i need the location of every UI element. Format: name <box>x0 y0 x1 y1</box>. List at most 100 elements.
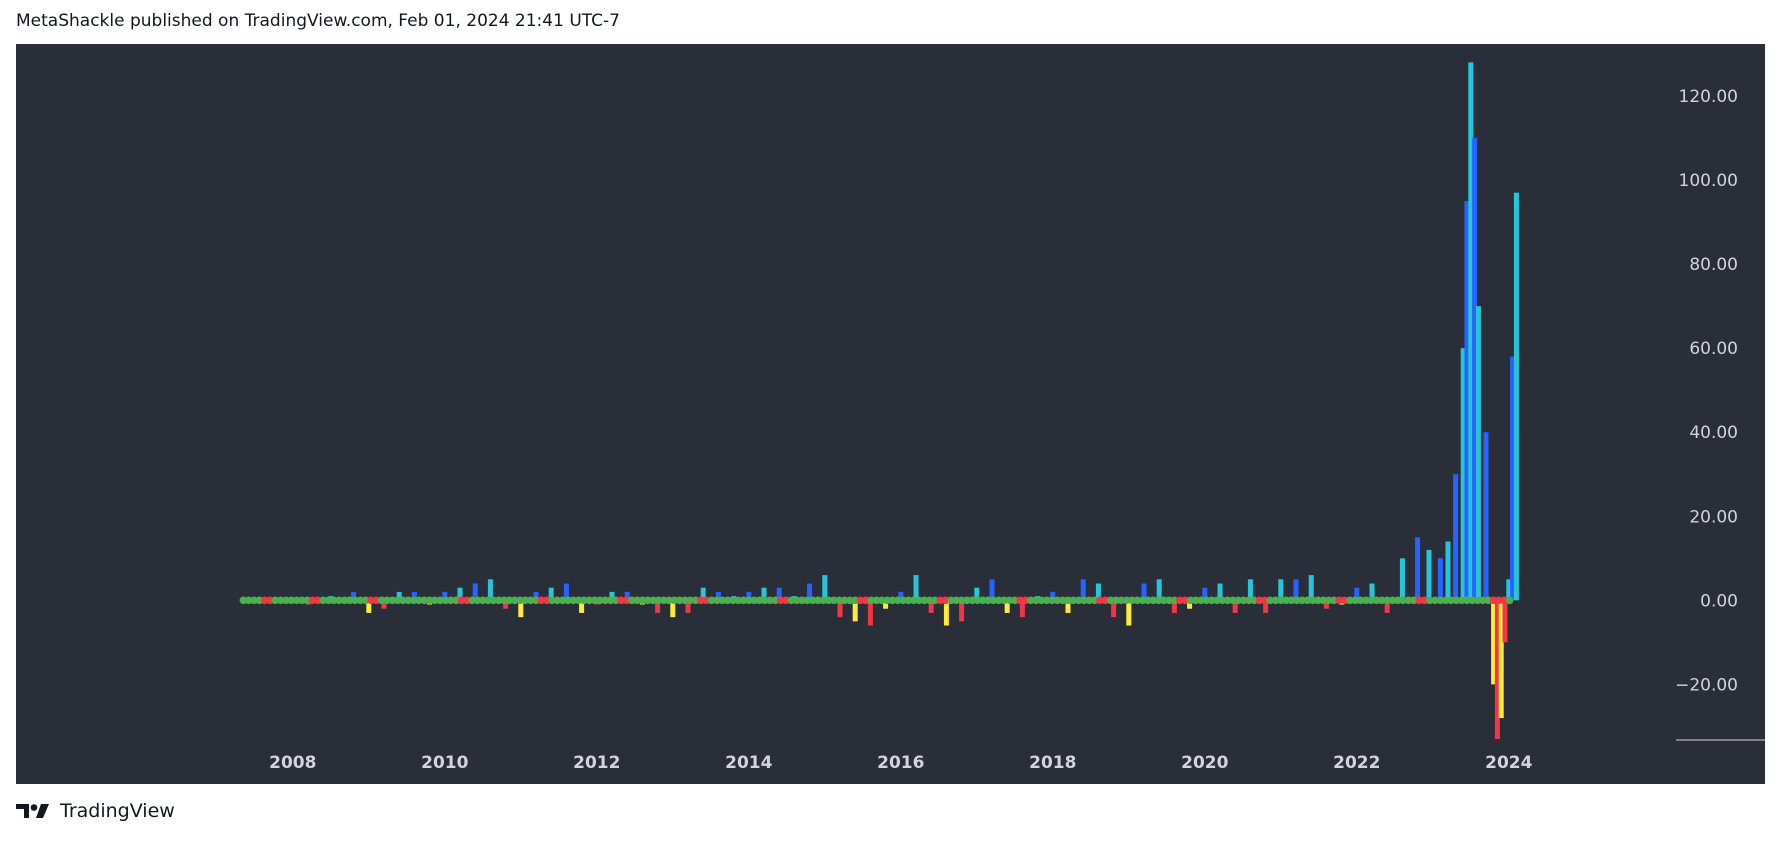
zero-line-dot <box>729 596 737 605</box>
zero-line-dot <box>1138 596 1147 605</box>
zero-line-dot <box>1186 596 1195 605</box>
zero-line-dot <box>377 596 386 605</box>
zero-line-dot <box>856 596 865 605</box>
zero-line-dot <box>308 596 317 605</box>
zero-line-dot <box>792 596 801 605</box>
histogram-bar <box>1498 600 1504 718</box>
x-tick-label: 2024 <box>1485 753 1532 773</box>
zero-line-dot <box>702 596 711 605</box>
histogram-bar <box>1369 583 1375 601</box>
histogram-bar <box>472 583 478 601</box>
zero-line-dot <box>346 596 354 605</box>
histogram-bar <box>411 591 417 601</box>
histogram-bar <box>1263 600 1269 613</box>
zero-line-dot <box>878 596 886 605</box>
zero-line-dot <box>803 596 812 605</box>
zero-line-dot <box>388 596 397 605</box>
zero-line-dot <box>1234 596 1243 605</box>
histogram-bar <box>1464 201 1470 601</box>
zero-line-dot <box>585 596 593 605</box>
zero-line-dot <box>1005 596 1014 605</box>
zero-line-dot <box>1356 596 1365 605</box>
zero-line-dot <box>808 596 817 605</box>
zero-line-dot <box>760 596 769 605</box>
zero-line-dot <box>952 596 961 605</box>
footer-brand[interactable]: TradingView <box>16 800 175 822</box>
zero-line-dot <box>1351 596 1360 605</box>
histogram-bar <box>837 600 843 618</box>
y-tick-label: 100.00 <box>1679 171 1738 191</box>
zero-line-dot <box>1239 596 1248 605</box>
zero-line-dot <box>1122 596 1131 605</box>
histogram-bar <box>700 587 706 601</box>
histogram-bar <box>1050 591 1056 601</box>
chart-panel[interactable]: 120.00 100.00 80.00 60.00 40.00 20.00 0.00 −20.… <box>16 44 1765 784</box>
histogram-bar <box>563 583 569 601</box>
histogram-bar <box>867 600 873 626</box>
histogram-bar <box>442 591 448 601</box>
zero-line-dot <box>1319 596 1328 605</box>
histogram-bar <box>1494 600 1500 739</box>
zero-line-dot <box>1175 596 1184 605</box>
zero-line-dot <box>824 596 833 605</box>
zero-line-dot <box>1335 596 1344 605</box>
zero-line-dot <box>330 596 338 605</box>
zero-line-dot <box>617 596 625 605</box>
histogram-bar <box>974 587 980 601</box>
y-tick-label: 20.00 <box>1689 507 1738 527</box>
histogram-bar <box>746 591 752 601</box>
zero-line-dot <box>665 596 673 605</box>
zero-line-dot <box>979 596 987 605</box>
zero-line-dot <box>420 596 429 605</box>
histogram-bar <box>381 600 387 609</box>
histogram-bar <box>487 579 493 601</box>
zero-line-dot <box>484 596 492 605</box>
x-tick-label: 2020 <box>1181 753 1228 773</box>
zero-line-dot <box>1026 596 1035 605</box>
histogram-bar <box>1187 600 1193 609</box>
zero-line-dot <box>846 596 854 605</box>
zero-line-dot <box>713 596 721 605</box>
zero-line-dot <box>1457 596 1466 605</box>
zero-line-dot <box>1308 596 1317 605</box>
zero-line-dot <box>542 596 551 605</box>
zero-line-dot <box>335 596 343 605</box>
zero-line-dot <box>723 596 732 605</box>
zero-line-dot <box>468 596 476 605</box>
zero-line-dot <box>548 596 556 605</box>
zero-line-dot <box>1261 596 1269 605</box>
zero-line-dot <box>963 596 971 605</box>
histogram-bar <box>1445 541 1451 601</box>
zero-line-dot <box>1394 596 1402 605</box>
zero-line-dot <box>925 596 934 605</box>
zero-line-dot <box>1282 596 1290 605</box>
zero-line-dot <box>1298 596 1306 605</box>
zero-line-dot <box>516 596 524 605</box>
zero-line-dot <box>675 596 684 605</box>
zero-line-dot <box>931 596 939 605</box>
histogram-bar <box>1171 600 1177 613</box>
zero-line-dot <box>814 596 822 605</box>
zero-line-dot <box>1404 596 1413 605</box>
zero-line-dot <box>314 596 322 605</box>
zero-line-dot <box>1292 596 1301 605</box>
zero-line-dot <box>569 596 578 605</box>
chart-plot[interactable]: 120.00 100.00 80.00 60.00 40.00 20.00 0.00 −20.… <box>16 44 1765 784</box>
zero-line-dot <box>920 596 929 605</box>
zero-line-dot <box>776 596 785 605</box>
zero-line-dot <box>1425 596 1434 605</box>
zero-line-dot <box>1452 596 1461 605</box>
zero-line-dot <box>276 596 285 605</box>
histogram-bar <box>1502 600 1508 643</box>
histogram-bar <box>776 587 782 601</box>
zero-line-dot <box>627 596 636 605</box>
zero-line-dot <box>750 596 758 605</box>
zero-line-dot <box>415 596 423 605</box>
zero-line-dot <box>1245 596 1253 605</box>
zero-line-dot <box>686 596 695 605</box>
histogram-bar <box>351 591 357 601</box>
zero-line-dot <box>1191 596 1200 605</box>
zero-line-dot <box>425 596 434 605</box>
histogram-bar <box>1384 600 1390 613</box>
zero-line-dot <box>1197 596 1205 605</box>
